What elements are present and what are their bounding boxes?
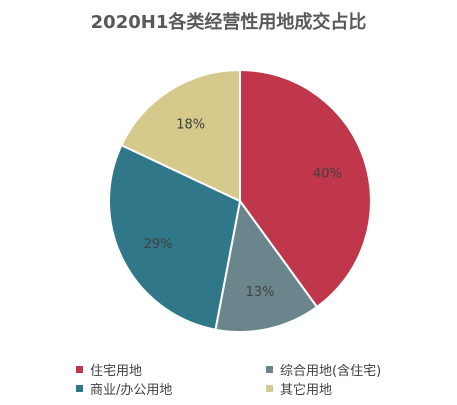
- legend-label-commercial-office: 商业/办公用地: [90, 383, 173, 398]
- slice-label-other: 18%: [176, 117, 205, 132]
- legend-swatch-commercial-office: [76, 385, 83, 392]
- pie-slice-mixed-use: [214, 198, 319, 333]
- legend-item-commercial-office: 商业/办公用地: [76, 379, 172, 398]
- legend-swatch-residential: [76, 366, 83, 373]
- slice-label-residential: 40%: [313, 167, 342, 182]
- legend-label-mixed-use: 综合用地(含住宅): [280, 364, 382, 379]
- legend-item-mixed-use: 综合用地(含住宅): [266, 360, 381, 379]
- legend: 住宅用地 综合用地(含住宅) 商业/办公用地 其它用地: [0, 354, 457, 399]
- pie-slices: [108, 68, 372, 333]
- slice-label-commercial-office: 29%: [144, 237, 173, 252]
- pie-slice-labels: 40% 13% 29% 18%: [144, 117, 342, 299]
- pie-chart: 40% 13% 29% 18%: [108, 68, 372, 333]
- pie-slice-residential: [239, 68, 372, 309]
- legend-label-other: 其它用地: [280, 383, 333, 398]
- legend-item-other: 其它用地: [266, 379, 332, 398]
- legend-swatch-other: [266, 385, 273, 392]
- legend-swatch-mixed-use: [266, 366, 273, 373]
- pie-slice-other: [120, 68, 241, 203]
- slice-label-mixed-use: 13%: [246, 285, 275, 300]
- legend-item-residential: 住宅用地: [76, 360, 142, 379]
- pie-slice-commercial-office: [108, 143, 242, 331]
- chart-title: 2020H1各类经营性用地成交占比: [90, 12, 367, 33]
- legend-label-residential: 住宅用地: [90, 364, 143, 379]
